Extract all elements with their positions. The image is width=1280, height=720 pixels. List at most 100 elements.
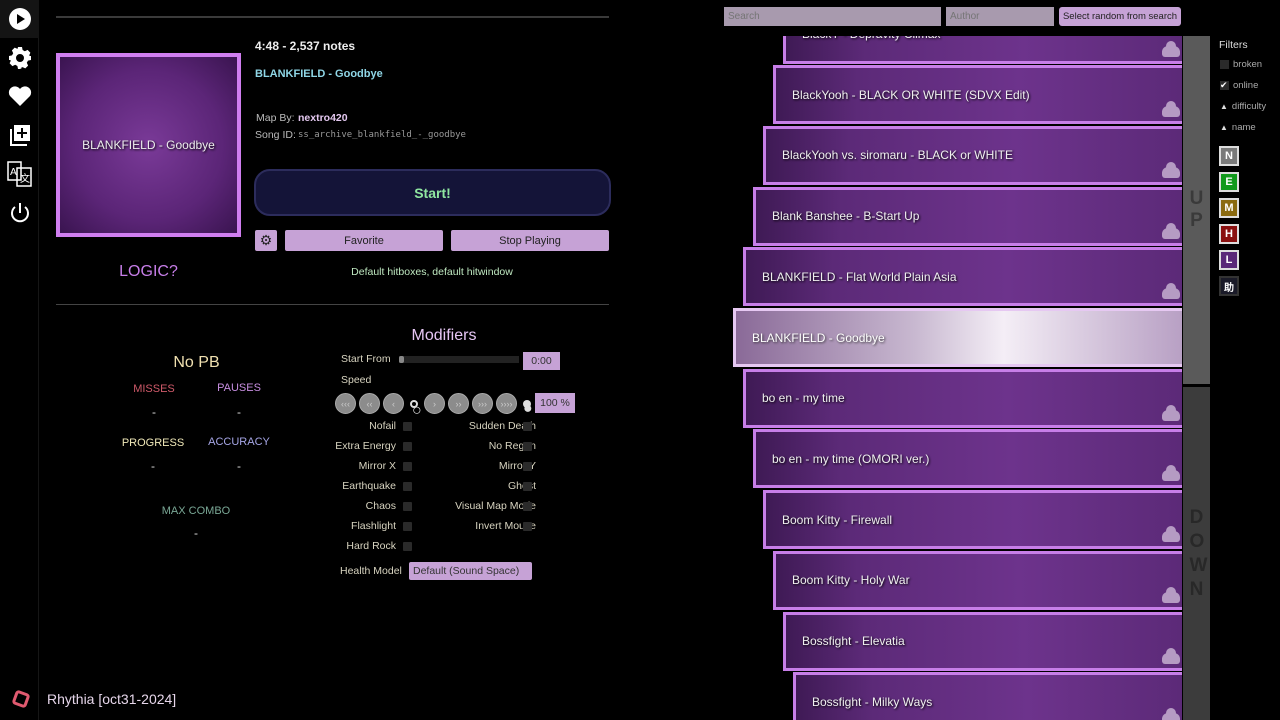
speed-button[interactable]: ››› bbox=[472, 393, 493, 414]
speed-button[interactable]: ›››› bbox=[496, 393, 517, 414]
difficulty-filter-button[interactable]: E bbox=[1219, 172, 1239, 192]
speed-button[interactable]: ‹ bbox=[383, 393, 404, 414]
speed-button[interactable]: › bbox=[424, 393, 445, 414]
song-id: ss_archive_blankfield_-_goodbye bbox=[298, 130, 466, 140]
online-checkbox[interactable]: ✔ bbox=[1220, 80, 1229, 90]
broken-checkbox[interactable] bbox=[1220, 60, 1229, 69]
start-from-label: Start From bbox=[341, 353, 391, 365]
difficulty-label: LOGIC? bbox=[119, 263, 178, 280]
accuracy-label: ACCURACY bbox=[208, 436, 270, 448]
modifiers-title: Modifiers bbox=[411, 327, 477, 344]
scroll-down-button[interactable]: DOWN bbox=[1183, 387, 1210, 720]
svg-text:文: 文 bbox=[20, 172, 30, 185]
cover-text: BLANKFIELD - Goodbye bbox=[82, 138, 215, 152]
health-model-select[interactable]: Default (Sound Space) bbox=[409, 562, 532, 580]
modifier-checkbox[interactable] bbox=[523, 502, 532, 511]
modifier-checkbox[interactable] bbox=[403, 482, 412, 491]
filter-broken[interactable]: broken bbox=[1220, 59, 1262, 70]
gear-icon[interactable] bbox=[7, 45, 33, 71]
modifier-checkbox[interactable] bbox=[403, 442, 412, 451]
modifier-checkbox[interactable] bbox=[523, 442, 532, 451]
song-list-item[interactable]: BLANKFIELD - Flat World Plain Asia bbox=[743, 247, 1182, 307]
song-title: Bossfight - Milky Ways bbox=[812, 694, 933, 709]
speed-button[interactable]: ‹‹ bbox=[359, 393, 380, 414]
modifier-checkbox[interactable] bbox=[523, 422, 532, 431]
song-list-item[interactable]: BlackYooh vs. siromaru - BLACK or WHITE bbox=[763, 125, 1182, 185]
scroll-up-label: UP bbox=[1189, 188, 1204, 231]
online-label: online bbox=[1233, 80, 1259, 91]
heart-icon[interactable] bbox=[7, 83, 33, 109]
speed-button[interactable]: ‹‹‹ bbox=[335, 393, 356, 414]
map-settings-button[interactable]: ⚙ bbox=[255, 230, 277, 251]
song-list-item[interactable]: bo en - my time bbox=[743, 368, 1182, 428]
max-combo-label: MAX COMBO bbox=[161, 505, 231, 517]
sort-name[interactable]: ▲ name bbox=[1220, 122, 1256, 133]
rhythia-logo-icon bbox=[11, 689, 31, 709]
modifier-checkbox[interactable] bbox=[523, 482, 532, 491]
slider-handle[interactable] bbox=[399, 356, 404, 363]
cloud-icon bbox=[1162, 647, 1180, 664]
favorite-button[interactable]: Favorite bbox=[285, 230, 443, 251]
difficulty-sort-label: difficulty bbox=[1231, 101, 1267, 112]
map-title: BLANKFIELD - Goodbye bbox=[255, 68, 383, 80]
song-list-item[interactable]: Bossfight - Elevatia bbox=[783, 611, 1182, 671]
difficulty-filter-button[interactable]: 助 bbox=[1219, 276, 1239, 296]
modifier-checkbox[interactable] bbox=[403, 502, 412, 511]
song-id-label: Song ID: bbox=[255, 129, 296, 141]
power-icon[interactable] bbox=[7, 200, 33, 226]
map-by-label: Map By: bbox=[256, 112, 295, 124]
song-list-item[interactable]: BLANKFIELD - Goodbye bbox=[733, 308, 1182, 367]
sort-up-icon: ▲ bbox=[1220, 102, 1228, 111]
filter-online[interactable]: ✔ online bbox=[1220, 80, 1258, 91]
author-input[interactable] bbox=[946, 7, 1054, 26]
start-from-slider[interactable] bbox=[399, 356, 519, 363]
song-list-item[interactable]: BlackYooh - BLACK OR WHITE (SDVX Edit) bbox=[773, 65, 1182, 125]
start-from-input[interactable]: 0:00 bbox=[523, 352, 560, 370]
sort-difficulty[interactable]: ▲ difficulty bbox=[1220, 101, 1266, 112]
modifier-checkbox[interactable] bbox=[403, 462, 412, 471]
start-button[interactable]: Start! bbox=[254, 169, 611, 216]
difficulty-filter-button[interactable]: L bbox=[1219, 250, 1239, 270]
cloud-icon bbox=[1162, 40, 1180, 57]
health-model-label: Health Model bbox=[340, 565, 402, 577]
misses-label: MISSES bbox=[133, 383, 175, 395]
difficulty-filter-button[interactable]: H bbox=[1219, 224, 1239, 244]
broken-label: broken bbox=[1233, 59, 1263, 70]
scroll-up-button[interactable]: UP bbox=[1183, 36, 1210, 384]
name-sort-label: name bbox=[1231, 122, 1256, 133]
speed-button[interactable]: ›› bbox=[448, 393, 469, 414]
modifier-checkbox[interactable] bbox=[403, 422, 412, 431]
modifier-checkbox[interactable] bbox=[403, 522, 412, 531]
cloud-icon bbox=[1162, 161, 1180, 178]
modifier-label: Hard Rock bbox=[346, 540, 396, 552]
cloud-icon bbox=[1162, 465, 1180, 482]
app-version: Rhythia [oct31-2024] bbox=[47, 691, 177, 707]
gear-icon: ⚙ bbox=[259, 232, 273, 248]
song-list-item[interactable]: Boom Kitty - Holy War bbox=[773, 550, 1182, 610]
song-list-item[interactable]: Bossfight - Milky Ways bbox=[793, 672, 1182, 720]
search-input[interactable] bbox=[724, 7, 941, 26]
cloud-icon bbox=[1162, 708, 1180, 720]
hitbox-info: Default hitboxes, default hitwindow bbox=[351, 266, 513, 278]
pauses-value: - bbox=[237, 405, 241, 419]
modifier-label: Sudden Death bbox=[468, 420, 536, 432]
song-title: Blank Banshee - B-Start Up bbox=[772, 209, 920, 224]
difficulty-filter-button[interactable]: N bbox=[1219, 146, 1239, 166]
random-from-search-button[interactable]: Select random from search bbox=[1059, 7, 1181, 26]
modifier-checkbox[interactable] bbox=[523, 522, 532, 531]
song-title: BLANKFIELD - Goodbye bbox=[752, 330, 885, 345]
song-list-item[interactable]: bo en - my time (OMORI ver.) bbox=[753, 429, 1182, 489]
modifier-checkbox[interactable] bbox=[523, 462, 532, 471]
song-list-item[interactable]: Blank Banshee - B-Start Up bbox=[753, 186, 1182, 246]
add-map-icon[interactable] bbox=[7, 122, 33, 148]
cloud-icon bbox=[1162, 222, 1180, 239]
modifier-checkbox[interactable] bbox=[403, 542, 412, 551]
song-list-item[interactable]: Boom Kitty - Firewall bbox=[763, 490, 1182, 550]
modifier-label: Earthquake bbox=[342, 480, 396, 492]
speed-input[interactable]: 100 % bbox=[535, 393, 575, 413]
song-title: Boom Kitty - Holy War bbox=[792, 573, 910, 588]
difficulty-filter-button[interactable]: M bbox=[1219, 198, 1239, 218]
play-icon[interactable] bbox=[7, 6, 33, 32]
stop-playing-button[interactable]: Stop Playing bbox=[451, 230, 609, 251]
